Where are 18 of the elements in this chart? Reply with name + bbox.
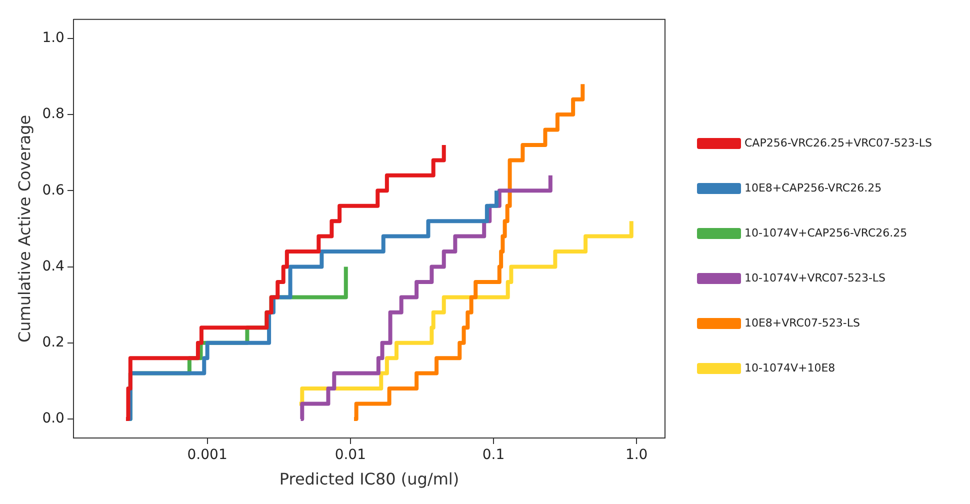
legend-label: 10-1074V+10E8 (744, 361, 836, 374)
legend-label: 10E8+VRC07-523-LS (744, 316, 860, 330)
legend-label: CAP256-VRC26.25+VRC07-523-LS (744, 136, 932, 150)
y-tick-label: 0.0 (42, 410, 64, 427)
legend-label: 10-1074V+CAP256-VRC26.25 (744, 226, 908, 240)
y-tick-label: 0.8 (42, 106, 64, 122)
y-tick-label: 0.6 (42, 182, 65, 198)
y-axis-title: Cumulative Active Coverage (14, 114, 34, 343)
x-axis-title: Predicted IC80 (ug/ml) (279, 470, 460, 489)
y-tick-label: 0.2 (42, 334, 64, 351)
x-tick-label: 0.001 (187, 447, 228, 464)
x-tick-label: 1.0 (625, 447, 648, 464)
legend-label: 10E8+CAP256-VRC26.25 (744, 181, 882, 194)
legend-label: 10-1074V+VRC07-523-LS (744, 271, 886, 284)
x-tick-label: 0.1 (482, 447, 505, 464)
y-tick-label: 1.0 (42, 30, 64, 46)
x-tick-label: 0.01 (334, 447, 366, 464)
y-tick-label: 0.4 (42, 258, 65, 274)
